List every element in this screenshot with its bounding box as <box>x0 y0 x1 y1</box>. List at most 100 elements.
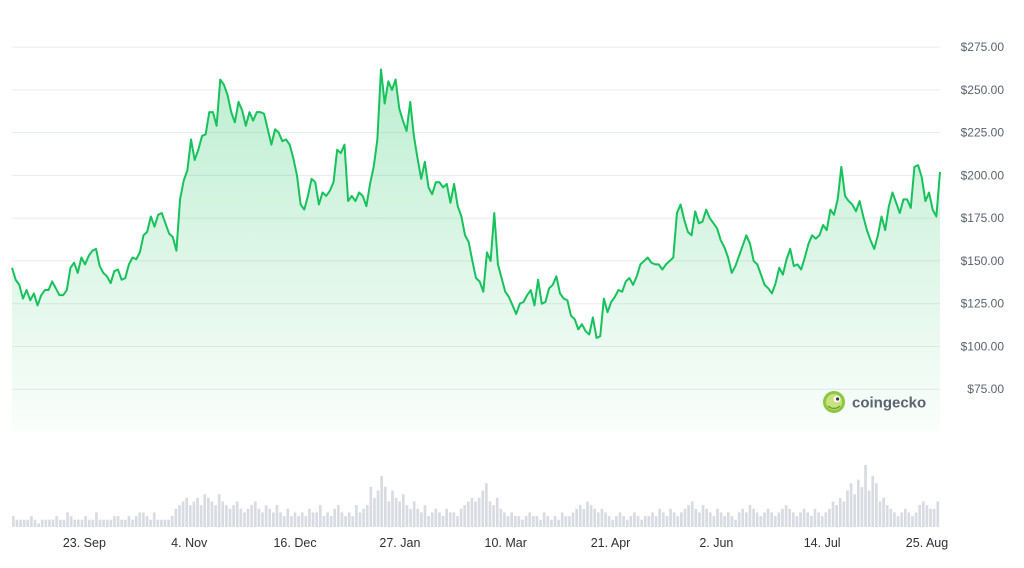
volume-bar <box>524 516 528 527</box>
volume-bar <box>921 501 925 527</box>
volume-bar <box>37 523 40 527</box>
volume-bar <box>282 516 286 527</box>
volume-bar <box>95 512 98 527</box>
volume-bar <box>26 519 30 527</box>
volume-bar <box>225 505 228 527</box>
volume-bar <box>84 516 87 527</box>
volume-bar <box>243 512 246 527</box>
volume-bar <box>127 516 131 527</box>
volume-bar <box>181 501 185 527</box>
volume-bar <box>734 519 737 527</box>
volume-bar <box>708 512 712 527</box>
coingecko-logo-icon <box>823 391 845 413</box>
volume-bar <box>694 508 698 527</box>
volume-bar <box>398 501 402 527</box>
volume-bar <box>69 516 73 527</box>
x-tick-label: 25. Aug <box>906 536 948 550</box>
volume-bar <box>752 508 755 527</box>
volume-bar <box>557 519 560 527</box>
volume-bar <box>864 465 867 527</box>
volume-bar <box>336 505 340 527</box>
volume-bar <box>329 516 333 527</box>
volume-bar <box>911 516 914 527</box>
volume-bar <box>889 508 893 527</box>
volume-bar <box>456 516 459 527</box>
y-axis-ticks: $275.00 $250.00 $225.00 $200.00 $175.00 $150.… <box>961 40 1005 396</box>
volume-bar <box>412 501 416 527</box>
volume-bar <box>535 516 539 527</box>
volume-bar <box>156 519 160 527</box>
volume-bar <box>387 501 391 527</box>
volume-bar <box>271 512 275 527</box>
volume-bar <box>206 497 210 527</box>
volume-bar <box>593 508 597 527</box>
volume-bar <box>290 516 293 527</box>
price-area-fill <box>12 69 940 432</box>
volume-bar <box>235 501 239 527</box>
volume-bar <box>66 512 69 527</box>
volume-bar <box>420 512 423 527</box>
volume-bar <box>192 501 196 527</box>
volume-bar <box>856 479 860 527</box>
volume-bar <box>633 512 636 527</box>
volume-bar <box>120 519 124 527</box>
volume-bar <box>784 505 788 527</box>
volume-bar <box>221 501 225 527</box>
volume-bar <box>936 501 940 527</box>
volume-bar <box>383 486 387 527</box>
volume-bar <box>318 505 322 527</box>
volume-bar <box>246 508 250 527</box>
volume-bar <box>647 516 651 527</box>
volume-bar <box>661 512 665 527</box>
volume-bar <box>813 508 817 527</box>
volume-bar <box>568 516 571 527</box>
volume-bar <box>571 512 575 527</box>
volume-bar <box>217 494 221 527</box>
x-tick-label: 21. Apr <box>591 536 631 550</box>
volume-bar <box>882 497 885 527</box>
volume-bar <box>203 494 207 527</box>
y-tick-label: $275.00 <box>961 40 1005 54</box>
volume-bar <box>232 505 235 527</box>
volume-bar <box>625 519 629 527</box>
volume-bar <box>871 475 875 527</box>
volume-bar <box>589 505 593 527</box>
volume-bar <box>275 505 279 527</box>
volume-bar <box>824 512 828 527</box>
volume-bar <box>795 516 799 527</box>
volume-bar <box>30 516 33 527</box>
volume-bar <box>900 512 903 527</box>
volume-bar <box>683 508 687 527</box>
volume-bar <box>896 516 900 527</box>
volume-bar <box>434 508 438 527</box>
volume-bar <box>575 508 579 527</box>
volume-bar <box>503 512 506 527</box>
volume-bar <box>665 516 669 527</box>
volume-bar <box>326 512 329 527</box>
volume-bar <box>788 508 792 527</box>
volume-bar <box>875 483 878 527</box>
volume-bar <box>279 512 282 527</box>
volume-bar <box>174 508 178 527</box>
volume-bar <box>250 505 254 527</box>
volume-bar <box>149 519 152 527</box>
volume-bar <box>322 516 326 527</box>
volume-bar <box>485 483 488 527</box>
volume-bar <box>448 512 452 527</box>
volume-bar <box>723 516 727 527</box>
volume-bar <box>495 497 499 527</box>
volume-bar <box>160 519 163 527</box>
price-line[interactable] <box>11 68 941 339</box>
volume-bar <box>499 508 503 527</box>
volume-bar <box>141 512 145 527</box>
volume-bar <box>261 512 264 527</box>
volume-bar <box>185 497 189 527</box>
volume-bar <box>362 508 365 527</box>
volume-bar <box>629 516 633 527</box>
y-tick-label: $75.00 <box>967 382 1004 396</box>
volume-bar <box>867 490 871 527</box>
x-tick-label: 23. Sep <box>63 536 106 550</box>
volume-bar <box>860 486 864 527</box>
volume-bar <box>470 497 474 527</box>
